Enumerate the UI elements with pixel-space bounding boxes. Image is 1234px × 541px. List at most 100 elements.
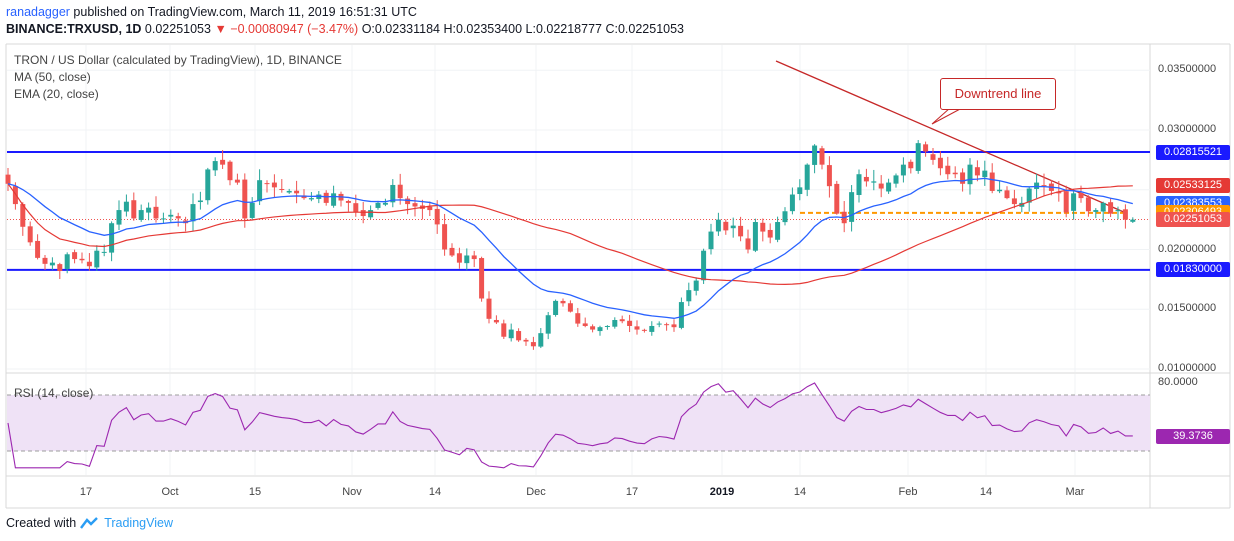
- candle-body: [789, 194, 795, 212]
- candle-body: [915, 143, 921, 171]
- candle-body: [257, 180, 263, 202]
- callout-pointer: [931, 107, 963, 125]
- candle-body: [738, 225, 744, 237]
- candle-body: [353, 203, 359, 213]
- candle-body: [797, 187, 803, 195]
- candle-body: [242, 179, 248, 219]
- candle-body: [234, 179, 240, 183]
- author-link[interactable]: ranadagger: [6, 5, 70, 19]
- candle-body: [553, 300, 559, 315]
- candle-body: [405, 198, 411, 205]
- candle-body: [863, 176, 869, 182]
- candle-body: [397, 184, 403, 199]
- time-tick: 17: [625, 486, 639, 498]
- candle-body: [649, 325, 655, 332]
- downtrend-line[interactable]: [775, 60, 1127, 214]
- candle-body: [1078, 192, 1084, 199]
- candle-body: [382, 202, 388, 205]
- candle-body: [35, 240, 41, 258]
- candle-body: [249, 202, 255, 218]
- candle-body: [530, 342, 536, 347]
- candle-body: [1093, 210, 1099, 212]
- candle-body: [804, 164, 810, 190]
- candle-body: [227, 161, 233, 181]
- candle-body: [220, 159, 226, 165]
- candle-body: [590, 326, 596, 330]
- candle-body: [449, 247, 455, 256]
- candle-body: [20, 204, 26, 227]
- symbol-label: BINANCE:TRXUSD, 1D: [6, 22, 142, 36]
- time-tick: 15: [248, 486, 262, 498]
- tradingview-logo-icon: [80, 517, 99, 529]
- candle-body: [656, 323, 662, 325]
- candle-body: [752, 222, 758, 251]
- candle-body: [493, 319, 499, 323]
- candle-body: [567, 303, 573, 312]
- candle-body: [538, 333, 544, 347]
- candle-body: [545, 315, 551, 334]
- candle-body: [612, 320, 618, 327]
- candle-body: [900, 164, 906, 176]
- candle-body: [678, 302, 684, 328]
- candle-body: [634, 326, 640, 330]
- candle-body: [516, 331, 522, 341]
- publish-line: ranadagger published on TradingView.com,…: [6, 5, 417, 19]
- candle-body: [94, 250, 100, 268]
- downtrend-callout[interactable]: Downtrend line: [940, 78, 1056, 110]
- candle-body: [501, 323, 507, 337]
- candle-body: [775, 222, 781, 240]
- candle-body: [412, 203, 418, 207]
- candle-body: [279, 188, 285, 190]
- candle-body: [856, 174, 862, 195]
- candle-body: [1122, 209, 1128, 220]
- candle-body: [908, 161, 914, 169]
- open-value: O:0.02331184: [361, 22, 440, 36]
- grid: [7, 45, 1150, 475]
- candle-body: [1011, 198, 1017, 205]
- candle-body: [989, 172, 995, 191]
- rsi-legend: RSI (14, close): [14, 386, 94, 400]
- candle-body: [974, 167, 980, 176]
- candle-body: [264, 183, 270, 185]
- candle-body: [597, 327, 603, 332]
- candle-body: [479, 258, 485, 299]
- candle-body: [849, 192, 855, 222]
- candle-body: [456, 253, 462, 263]
- candle-body: [575, 313, 581, 324]
- candle-body: [12, 186, 18, 205]
- rsi-upper-tick: 80.0000: [1158, 376, 1198, 388]
- ohlc-line: BINANCE:TRXUSD, 1D 0.02251053 ▼ −0.00080…: [6, 22, 684, 36]
- candle-body: [1071, 193, 1077, 211]
- candle-body: [715, 219, 721, 232]
- candle-body: [730, 225, 736, 229]
- candle-body: [464, 255, 470, 264]
- rsi-line: [7, 382, 1133, 469]
- candle-body: [79, 258, 85, 261]
- time-tick: 14: [793, 486, 807, 498]
- candle-body: [375, 202, 381, 208]
- created-with: Created with: [6, 516, 77, 530]
- horizontal-levels[interactable]: [7, 151, 1150, 271]
- candle-body: [323, 192, 329, 203]
- candle-body: [190, 204, 196, 222]
- candle-body: [945, 165, 951, 175]
- candle-body: [471, 255, 477, 260]
- candle-body: [345, 200, 351, 203]
- candle-body: [116, 210, 122, 225]
- ma50-line: [7, 183, 1133, 285]
- ema20-line: [7, 177, 1133, 319]
- candle-body: [308, 198, 314, 200]
- candle-body: [997, 189, 1003, 192]
- time-tick: Oct: [161, 486, 179, 498]
- candle-body: [560, 300, 566, 304]
- candle-body: [57, 264, 63, 272]
- candle-body: [123, 201, 129, 212]
- tradingview-link[interactable]: TradingView: [104, 516, 173, 530]
- candle-body: [1004, 190, 1010, 199]
- price-tick: 0.01500000: [1158, 302, 1217, 315]
- candle-body: [893, 175, 899, 184]
- candle-body: [1056, 191, 1062, 194]
- rsi-band: [7, 395, 1150, 451]
- candle-body: [160, 218, 166, 220]
